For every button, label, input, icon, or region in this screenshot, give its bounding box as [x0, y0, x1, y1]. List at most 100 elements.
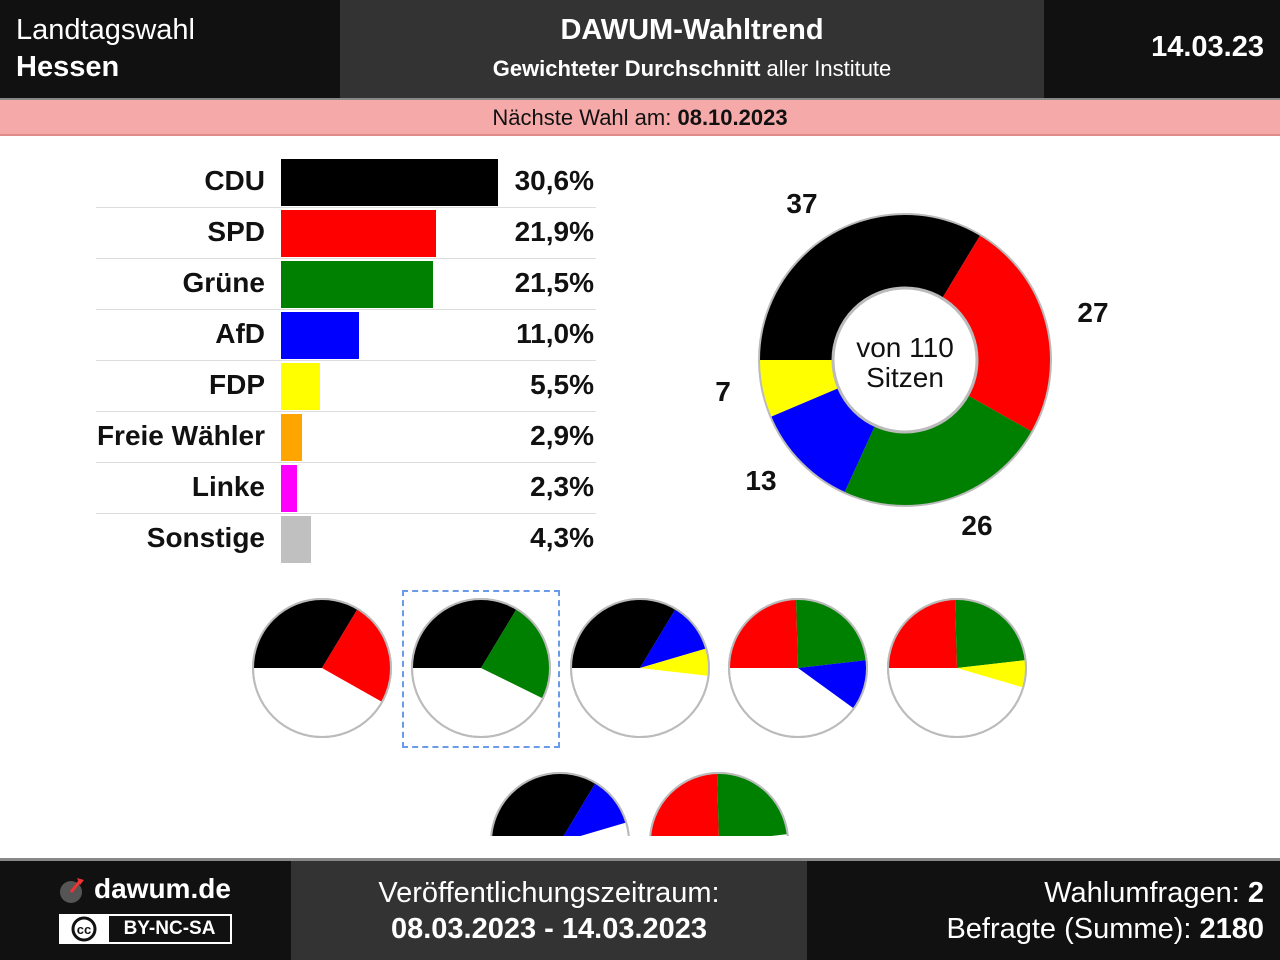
donut-center-line1: von 110 — [856, 332, 954, 363]
respondents-count: Befragte (Summe): 2180 — [946, 913, 1264, 946]
party-name: AfD — [215, 318, 265, 349]
coalition-outline — [649, 772, 789, 836]
header-election-panel: Landtagswahl Hessen — [0, 0, 340, 98]
party-bar — [281, 210, 437, 257]
seat-count: 27 — [1077, 297, 1109, 328]
party-value: 11,0% — [516, 318, 594, 349]
seat-donut-chart — [758, 213, 1052, 507]
period-label: Veröffentlichungszeitraum: — [378, 877, 720, 909]
coalition-slice — [412, 599, 517, 668]
party-value: 21,9% — [514, 216, 594, 247]
dawum-logo-icon — [60, 878, 84, 903]
header-divider — [0, 98, 1280, 100]
coalition-chart — [252, 598, 393, 738]
coalition-option[interactable] — [481, 764, 639, 836]
party-bar — [281, 312, 359, 359]
page-title: DAWUM-Wahltrend — [560, 14, 824, 46]
cc-icon: cc — [61, 916, 107, 942]
footer-stats-panel: Wahlumfragen: 2 Befragte (Summe): 2180 — [807, 861, 1280, 960]
next-election-banner: Nächste Wahl am: 08.10.2023 — [0, 100, 1280, 136]
coalition-slice — [640, 648, 709, 676]
party-row: SPD 21,9% — [96, 208, 596, 259]
party-value: 2,3% — [530, 471, 594, 502]
donut-slice — [942, 234, 1051, 432]
coalition-slice — [650, 773, 719, 836]
coalition-slice — [571, 599, 676, 668]
party-row: FDP 5,5% — [96, 361, 596, 412]
party-bar — [281, 363, 320, 410]
party-bar — [281, 159, 498, 206]
donut-outline — [758, 213, 1052, 507]
coalition-outline — [570, 598, 711, 738]
party-name: Linke — [191, 471, 265, 502]
polls-count: Wahlumfragen: 2 — [1044, 877, 1264, 910]
party-bar — [281, 261, 434, 308]
party-name: Sonstige — [146, 522, 265, 553]
coalition-chart — [411, 598, 552, 738]
coalition-chart — [649, 772, 789, 836]
coalition-outline — [252, 598, 393, 738]
respondents-value: 2180 — [1199, 913, 1264, 945]
coalition-option[interactable] — [719, 590, 877, 748]
coalition-slice — [957, 660, 1026, 688]
donut-slice — [844, 395, 1033, 506]
footer-brand-panel: dawum.de cc BY-NC-SA — [0, 861, 291, 960]
party-name: Freie Wähler — [96, 420, 265, 451]
coalition-outline — [490, 772, 630, 836]
respondents-label: Befragte (Summe): — [946, 913, 1192, 945]
party-value: 2,9% — [530, 420, 594, 451]
party-name: FDP — [209, 369, 265, 400]
coalition-slice — [322, 608, 391, 702]
coalition-chart — [887, 598, 1028, 738]
coalition-outline — [887, 598, 1028, 738]
footer-period-panel: Veröffentlichungszeitraum: 08.03.2023 - … — [291, 861, 807, 960]
coalition-option[interactable] — [561, 590, 719, 748]
next-election-date: 08.10.2023 — [677, 105, 788, 130]
coalition-chart — [490, 772, 630, 836]
coalition-option[interactable] — [243, 590, 401, 748]
party-name: SPD — [207, 216, 265, 247]
coalition-slice — [481, 608, 550, 699]
seat-count: 26 — [961, 510, 993, 541]
coalition-option[interactable] — [878, 590, 1036, 748]
coalition-chart — [728, 598, 869, 738]
coalition-chart — [570, 598, 711, 738]
party-bar — [281, 414, 302, 461]
subtitle-rest: aller Institute — [766, 56, 892, 81]
subtitle-bold: Gewichteter Durchschnitt — [492, 56, 761, 81]
donut-slice — [759, 360, 839, 417]
party-name: CDU — [204, 165, 265, 196]
coalition-option[interactable] — [640, 764, 798, 836]
next-election-label: Nächste Wahl am: — [492, 105, 672, 130]
coalition-slice — [717, 773, 788, 836]
coalition-option[interactable] — [402, 590, 560, 748]
footer-divider — [0, 858, 1280, 861]
coalition-slice — [955, 599, 1026, 668]
party-row: AfD 11,0% — [96, 310, 596, 361]
party-value: 4,3% — [530, 522, 594, 553]
party-value: 21,5% — [514, 267, 594, 298]
brand-link[interactable]: dawum.de — [94, 873, 231, 904]
party-row: CDU 30,6% — [96, 157, 596, 208]
party-row: Sonstige 4,3% — [96, 514, 596, 565]
license-badge[interactable]: cc BY-NC-SA — [59, 914, 232, 944]
donut-hole — [831, 286, 979, 434]
election-type: Landtagswahl — [16, 14, 195, 46]
seat-count: 37 — [786, 188, 818, 219]
state-name: Hessen — [16, 51, 120, 83]
header-date-panel: 14.03.23 — [1044, 0, 1280, 98]
header-date: 14.03.23 — [1151, 31, 1264, 63]
page-subtitle: Gewichteter Durchschnitt aller Institute — [340, 56, 1044, 82]
party-value: 5,5% — [530, 369, 594, 400]
coalition-slice — [796, 599, 867, 668]
period-value: 08.03.2023 - 14.03.2023 — [390, 913, 708, 945]
seat-count: 13 — [745, 465, 777, 496]
party-value: 30,6% — [514, 165, 594, 196]
svg-text:cc: cc — [77, 922, 91, 937]
polls-label: Wahlumfragen: — [1044, 877, 1240, 909]
coalition-slice — [888, 599, 957, 668]
party-bar — [281, 516, 312, 563]
coalition-slice — [640, 608, 707, 668]
coalition-slice — [253, 599, 358, 668]
